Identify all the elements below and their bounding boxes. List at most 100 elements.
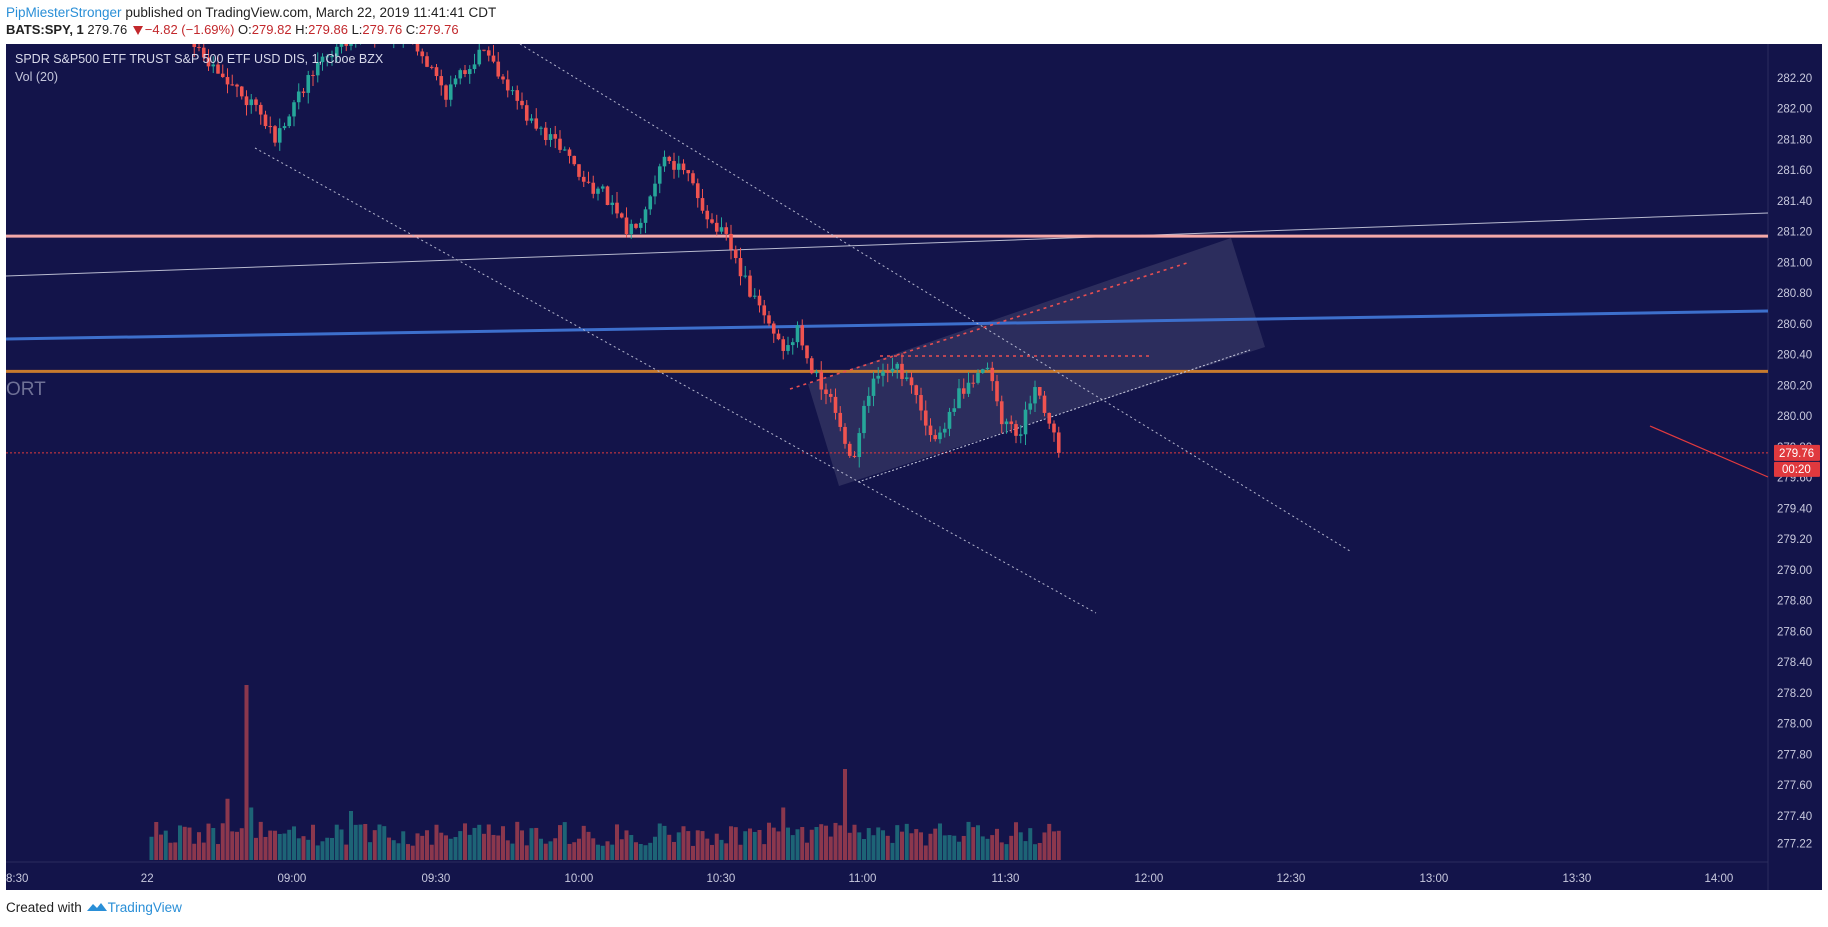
volume-bar xyxy=(244,685,249,860)
volume-bar xyxy=(648,842,653,860)
volume-bar xyxy=(572,842,577,860)
volume-bar xyxy=(914,829,919,860)
volume-bar xyxy=(885,835,890,860)
candle-body xyxy=(752,295,757,297)
candle-body xyxy=(1033,387,1037,404)
volume-bar xyxy=(757,829,762,860)
price-tick-label: 281.80 xyxy=(1777,134,1812,146)
volume-bar xyxy=(220,823,225,860)
candle-body xyxy=(263,114,268,127)
candle-body xyxy=(890,368,895,372)
volume-bar xyxy=(301,836,306,860)
volume-bar xyxy=(838,825,843,860)
volume-bar xyxy=(995,828,999,860)
candle-body xyxy=(434,67,439,77)
volume-bar xyxy=(173,842,178,860)
price-tick-label: 282.00 xyxy=(1777,104,1812,116)
volume-bar xyxy=(976,825,980,860)
candle-body xyxy=(638,222,643,228)
volume-bar xyxy=(933,828,938,860)
candle-body xyxy=(976,372,980,383)
time-tick-label: 10:00 xyxy=(565,873,594,885)
candle-body xyxy=(482,49,486,51)
volume-bar xyxy=(434,824,439,860)
volume-bar xyxy=(800,827,805,860)
candle-body xyxy=(254,99,258,105)
tradingview-link[interactable]: TradingView xyxy=(107,900,182,915)
candle-body xyxy=(467,69,472,75)
candle-body xyxy=(819,371,824,390)
volume-bar xyxy=(216,844,220,860)
channel-upper-line xyxy=(519,43,1351,552)
change-value: −4.82 (−1.69%) xyxy=(144,22,235,37)
volume-bar xyxy=(947,835,952,860)
candle-body xyxy=(277,128,282,143)
volume-bar xyxy=(477,824,482,860)
candle-body xyxy=(472,64,477,70)
candle-body xyxy=(885,371,890,373)
candle-body xyxy=(496,61,501,77)
candle-body xyxy=(273,126,277,143)
candle-body xyxy=(923,410,928,426)
channel-lower-line xyxy=(254,147,1097,614)
candle-body xyxy=(1037,387,1042,396)
volume-bar xyxy=(985,838,990,860)
volume-bar xyxy=(311,824,315,860)
candle-body xyxy=(211,64,216,67)
candle-body xyxy=(634,223,638,228)
candle-body xyxy=(833,396,838,413)
author-link[interactable]: PipMiesterStronger xyxy=(6,5,122,20)
candle-body xyxy=(206,57,211,67)
candle-body xyxy=(230,84,235,86)
volume-bar xyxy=(567,843,572,860)
low-label: L: xyxy=(351,22,363,37)
high-value: 279.86 xyxy=(308,22,348,37)
volume-bar xyxy=(491,834,496,860)
chart-pane[interactable] xyxy=(6,44,1768,890)
volume-bar xyxy=(415,833,420,860)
time-tick-label: 12:30 xyxy=(1277,873,1306,885)
candle-body xyxy=(729,233,733,250)
price-tick-label: 281.20 xyxy=(1777,227,1812,239)
candle-body xyxy=(425,56,429,67)
volume-bar xyxy=(543,843,548,860)
volume-bar xyxy=(667,834,672,860)
candle-body xyxy=(743,275,748,277)
candle-body xyxy=(1014,424,1018,436)
candle-body xyxy=(985,367,990,370)
volume-bar xyxy=(463,823,467,860)
quote-line: BATS:SPY, 1 279.76 −4.82 (−1.69%) O:279.… xyxy=(6,22,459,40)
candle-body xyxy=(197,47,201,49)
candle-body xyxy=(501,76,505,80)
volume-bar xyxy=(786,827,790,860)
candle-body xyxy=(543,127,548,140)
volume-bar xyxy=(881,830,885,860)
volume-bar xyxy=(1028,828,1033,860)
candle-body xyxy=(909,377,914,386)
candle-body xyxy=(349,44,353,46)
volume-bar xyxy=(662,825,667,860)
volume-bar xyxy=(206,823,211,860)
volume-bar xyxy=(1047,823,1052,860)
candle-body xyxy=(748,275,752,297)
candle-body xyxy=(705,210,710,220)
candle-body xyxy=(719,227,724,232)
wedge-lower-line xyxy=(857,349,1251,483)
long-trendline-upper xyxy=(5,212,1769,277)
candle-body xyxy=(857,433,862,457)
time-tick-label: 8:30 xyxy=(6,873,28,885)
volume-bar xyxy=(805,842,809,860)
volume-bar xyxy=(938,823,942,860)
price-tick-label: 280.60 xyxy=(1777,319,1812,331)
volume-bar xyxy=(358,824,363,860)
volume-bar xyxy=(387,837,391,860)
candle-body xyxy=(572,155,577,165)
volume-bar xyxy=(714,833,719,860)
time-tick-label: 10:30 xyxy=(707,873,736,885)
volume-bar xyxy=(971,827,976,860)
candle-body xyxy=(847,443,852,456)
volume-bar xyxy=(1009,835,1014,860)
candle-body xyxy=(258,104,263,115)
candle-body xyxy=(282,126,287,129)
